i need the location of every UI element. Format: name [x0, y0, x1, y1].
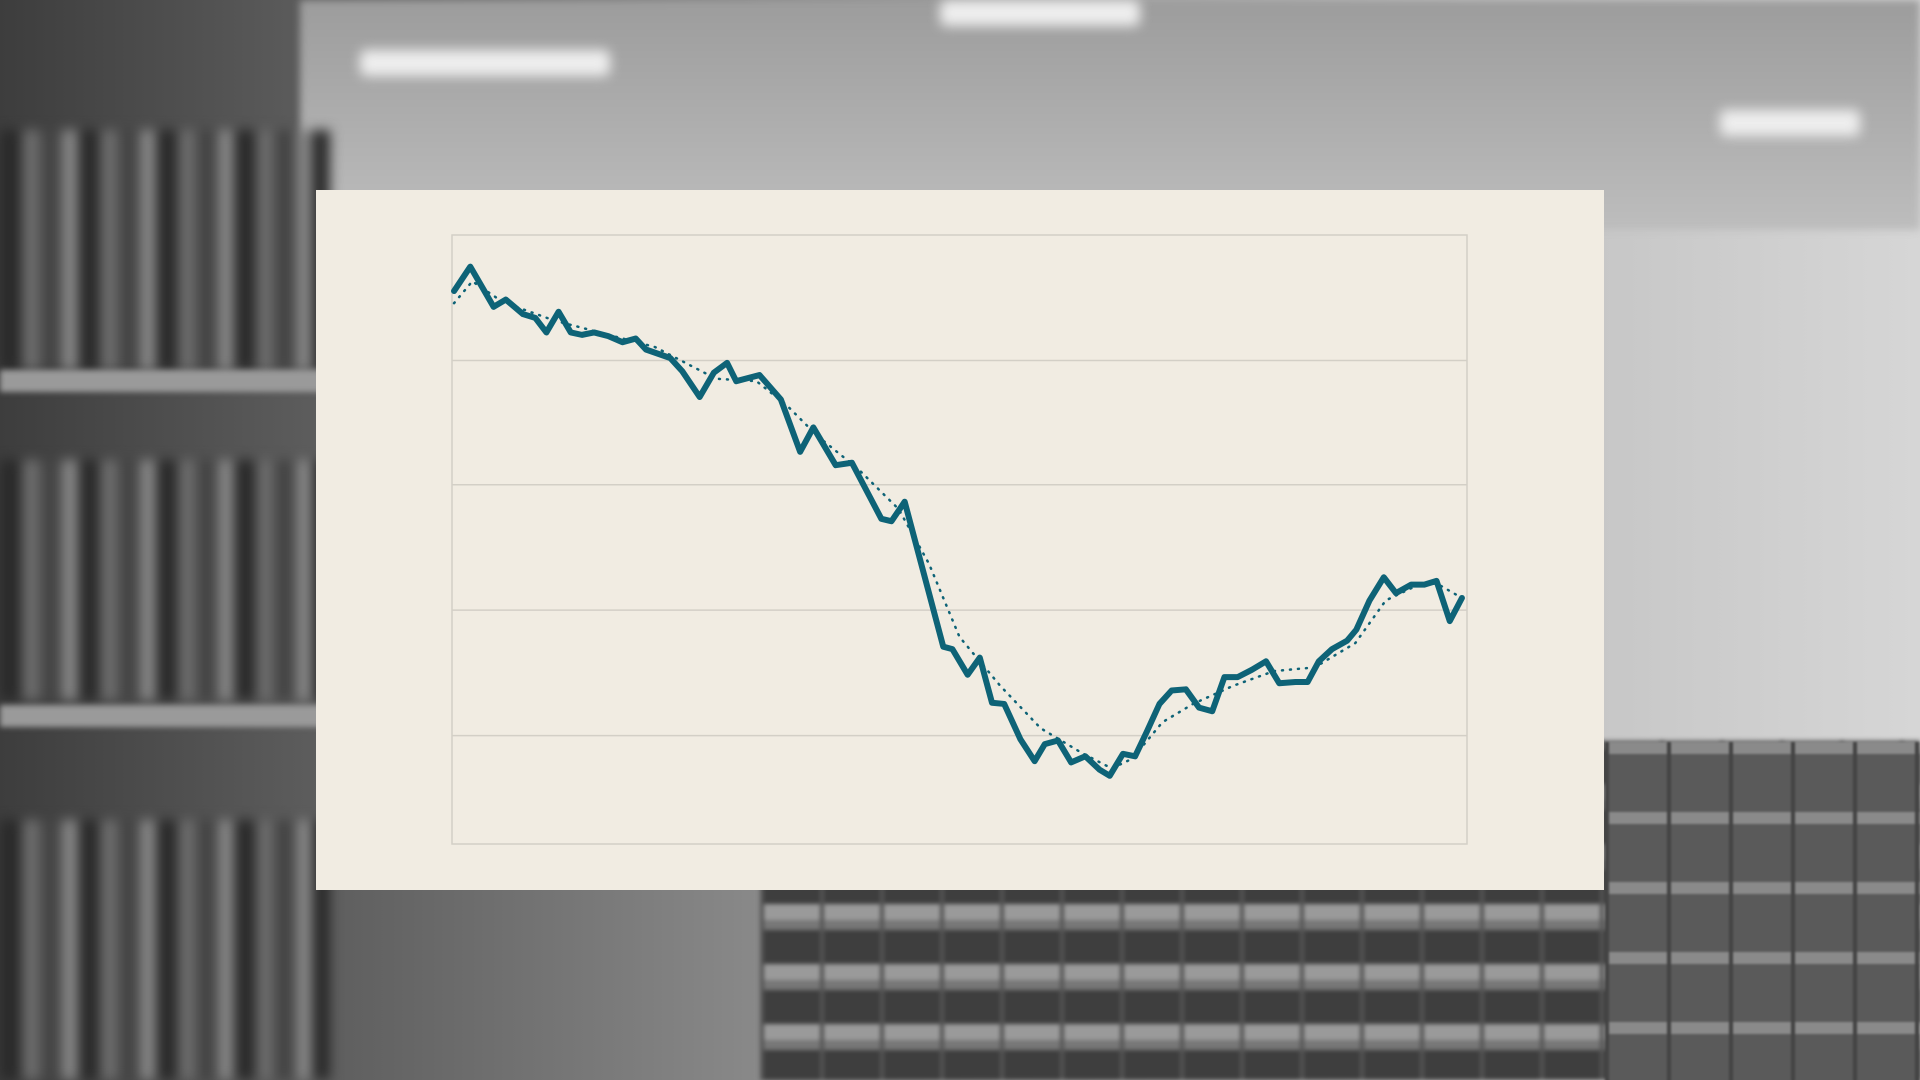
trend-line-dotted [452, 280, 1464, 770]
line-chart [451, 234, 1468, 845]
series-group [451, 263, 1465, 779]
plot-frame [451, 234, 1468, 845]
bookshelf-shelf [0, 705, 420, 727]
bookshelf-books [0, 820, 330, 1080]
bookshelf-books [0, 460, 330, 700]
bookshelf-books [0, 130, 330, 370]
ceiling-light [1720, 110, 1860, 136]
gridlines [452, 359, 1467, 737]
office-building-windows [1605, 742, 1920, 1080]
ceiling-light [360, 50, 610, 76]
ceiling-light [940, 0, 1140, 26]
series-line [451, 263, 1465, 779]
bookshelf-shelf [0, 370, 420, 392]
chart-card [316, 190, 1604, 890]
